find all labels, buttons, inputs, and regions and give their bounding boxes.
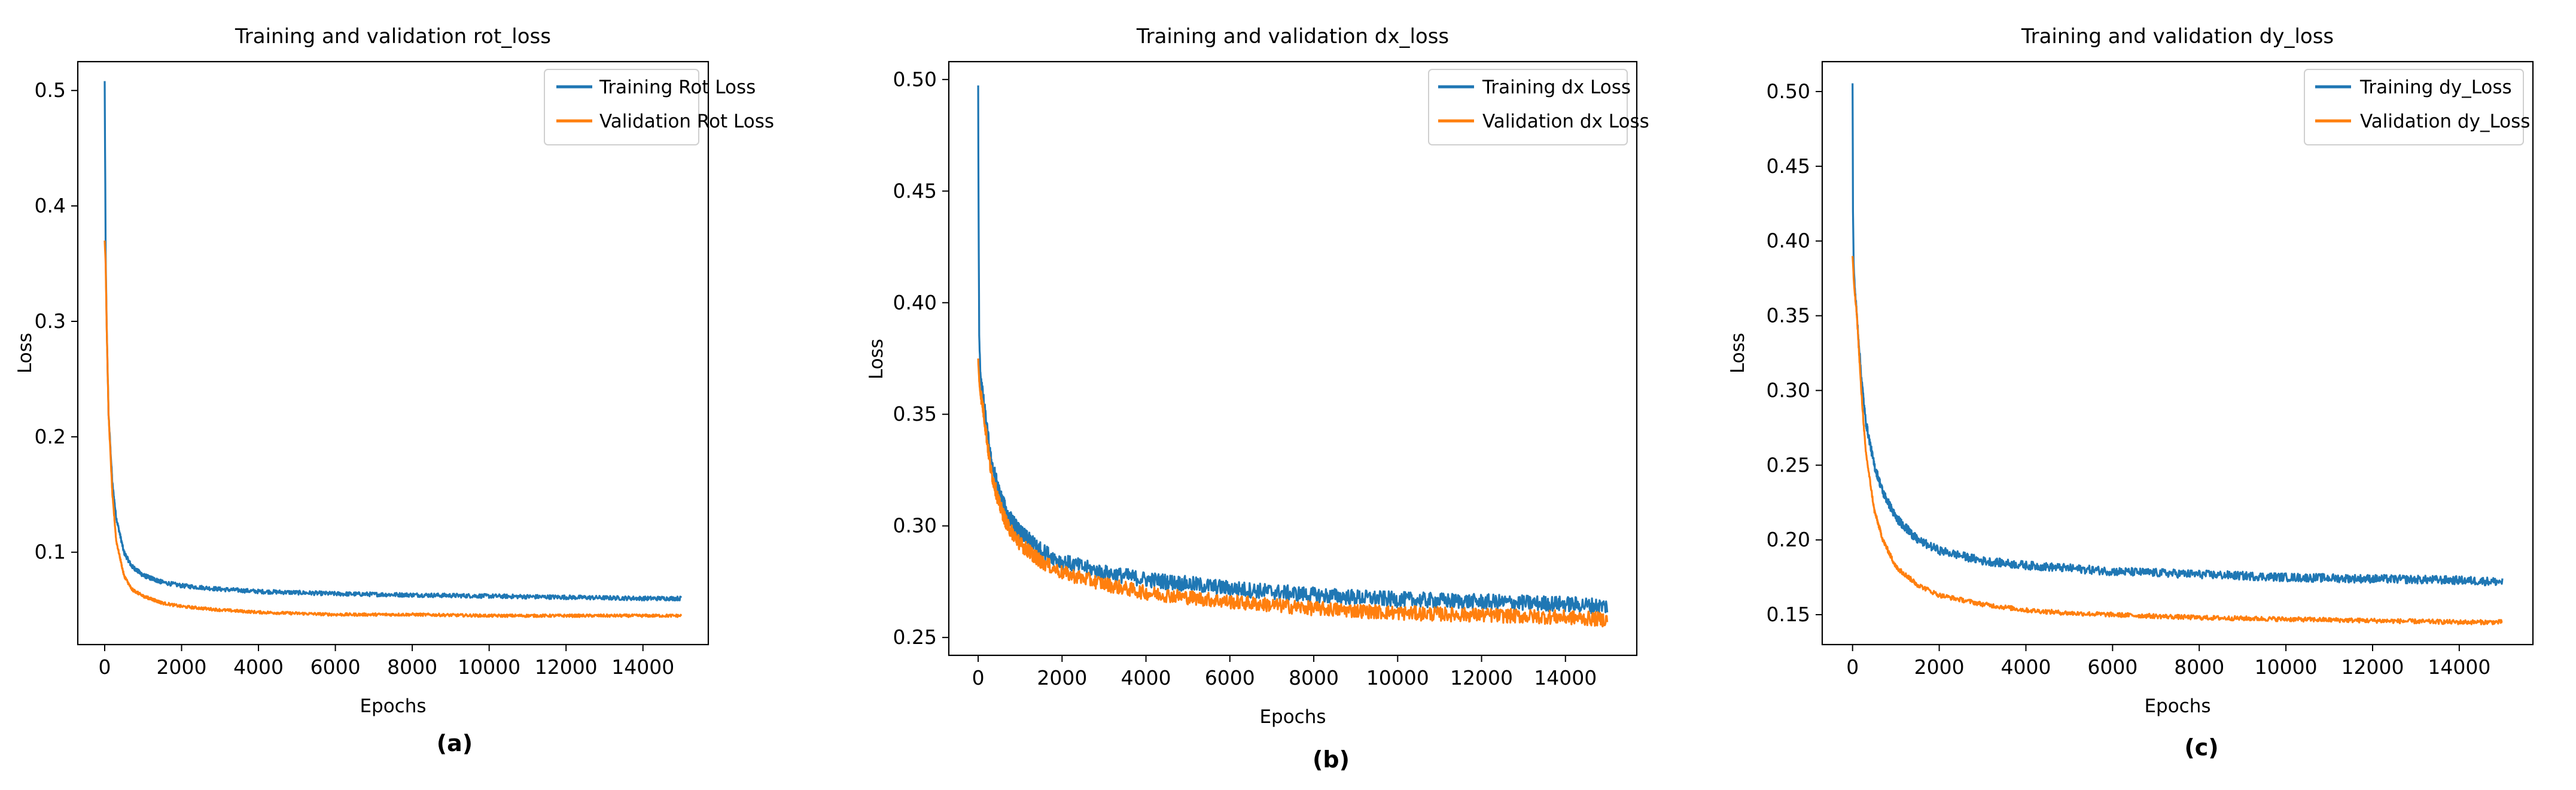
chart-title: Training and validation dx_loss [1136, 25, 1449, 48]
x-axis: 0 2000 4000 6000 8000 10000 12000 14000 [972, 655, 1597, 689]
x-tick-label: 12000 [1450, 666, 1513, 689]
panel-label: (b) [1313, 746, 1350, 773]
x-tick-label: 0 [1846, 655, 1859, 679]
y-tick-label: 0.20 [1767, 528, 1810, 551]
chart-panel-c: Training and validation dy_loss 0.15 0.20… [1727, 25, 2534, 761]
x-axis-label: Epochs [1259, 706, 1326, 728]
y-tick-label: 0.40 [1767, 229, 1810, 253]
legend-label-training: Training dx Loss [1482, 77, 1631, 98]
y-tick-label: 0.25 [893, 625, 937, 649]
y-tick-label: 0.50 [893, 68, 937, 91]
x-tick-label: 8000 [387, 655, 437, 679]
x-tick-label: 14000 [1534, 666, 1597, 689]
line-series-training [103, 81, 683, 601]
legend-box [2304, 69, 2524, 145]
y-tick-label: 0.15 [1767, 603, 1810, 626]
y-tick-label: 0.5 [35, 78, 66, 102]
y-tick-label: 0.45 [893, 179, 937, 202]
legend: Training Rot Loss Validation Rot Loss [544, 69, 774, 145]
x-tick-label: 2000 [157, 655, 207, 679]
x-tick-label: 10000 [2255, 655, 2318, 679]
x-axis: 0 2000 4000 6000 8000 10000 12000 14000 [1846, 645, 2490, 679]
y-axis: 0.15 0.20 0.25 0.30 0.35 0.40 0.45 0.50 [1767, 80, 1822, 626]
chart-panel-a: Training and validation rot_loss 0.10.20… [14, 25, 774, 756]
y-tick-label: 0.50 [1767, 80, 1810, 103]
y-tick-label: 0.30 [893, 514, 937, 537]
legend: Training dy_Loss Validation dy_Loss [2304, 69, 2530, 145]
x-tick-label: 6000 [310, 655, 361, 679]
line-series-training [977, 85, 1609, 615]
y-tick-label: 0.35 [1767, 304, 1810, 327]
x-tick-label: 0 [98, 655, 111, 679]
x-tick-label: 14000 [2428, 655, 2490, 679]
line-series-validation [103, 240, 683, 618]
y-tick-label: 0.4 [35, 194, 66, 217]
y-tick-label: 0.25 [1767, 453, 1810, 476]
x-tick-label: 4000 [1121, 666, 1171, 689]
x-tick-label: 10000 [458, 655, 520, 679]
plot-area-frame [1821, 60, 2534, 646]
data-lines [1852, 83, 2504, 625]
data-lines [103, 81, 683, 618]
chart-title: Training and validation rot_loss [235, 25, 551, 48]
y-tick-label: 0.45 [1767, 154, 1810, 178]
legend-box [1428, 69, 1628, 145]
line-series-validation [1852, 256, 2503, 625]
x-tick-label: 2000 [1037, 666, 1087, 689]
x-tick-label: 12000 [535, 655, 598, 679]
x-tick-label: 2000 [1914, 655, 1965, 679]
y-tick-label: 0.3 [35, 309, 66, 333]
x-axis-label: Epochs [2144, 695, 2210, 717]
legend-label-validation: Validation dy_Loss [2360, 111, 2530, 132]
plot-area-frame [948, 60, 1638, 657]
panel-label: (a) [437, 730, 473, 756]
line-series-validation [977, 358, 1609, 628]
x-axis: 0 2000 4000 6000 8000 10000 12000 14000 [98, 645, 674, 679]
y-axis-label: Loss [1727, 333, 1749, 373]
y-axis-label: Loss [14, 333, 36, 373]
y-tick-label: 0.30 [1767, 378, 1810, 402]
x-axis-label: Epochs [360, 695, 426, 717]
x-tick-label: 12000 [2341, 655, 2404, 679]
x-tick-label: 14000 [611, 655, 674, 679]
x-tick-label: 10000 [1366, 666, 1429, 689]
y-tick-label: 0.1 [35, 540, 66, 564]
x-tick-label: 8000 [2174, 655, 2224, 679]
y-axis: 0.1 0.2 0.3 0.4 0.5 [35, 78, 78, 564]
legend-label-validation: Validation Rot Loss [599, 111, 774, 132]
y-axis-label: Loss [866, 339, 887, 379]
legend: Training dx Loss Validation dx Loss [1428, 69, 1649, 145]
chart-panel-b: Training and validation dx_loss 0.25 0.30… [866, 25, 1649, 773]
line-series-training [1852, 83, 2504, 587]
chart-title: Training and validation dy_loss [2021, 25, 2334, 48]
panel-label: (c) [2184, 734, 2218, 761]
x-tick-label: 6000 [1205, 666, 1255, 689]
x-tick-label: 8000 [1289, 666, 1339, 689]
x-tick-label: 6000 [2087, 655, 2137, 679]
y-tick-label: 0.40 [893, 291, 937, 314]
plot-area-frame [77, 60, 710, 646]
x-tick-label: 4000 [233, 655, 284, 679]
y-axis: 0.25 0.30 0.35 0.40 0.45 0.50 [893, 68, 949, 649]
x-tick-label: 4000 [2000, 655, 2051, 679]
legend-label-training: Training Rot Loss [599, 77, 756, 98]
legend-label-validation: Validation dx Loss [1482, 111, 1649, 132]
data-lines [977, 85, 1609, 628]
x-tick-label: 0 [972, 666, 985, 689]
legend-label-training: Training dy_Loss [2359, 77, 2512, 98]
y-tick-label: 0.35 [893, 402, 937, 426]
y-tick-label: 0.2 [35, 425, 66, 448]
